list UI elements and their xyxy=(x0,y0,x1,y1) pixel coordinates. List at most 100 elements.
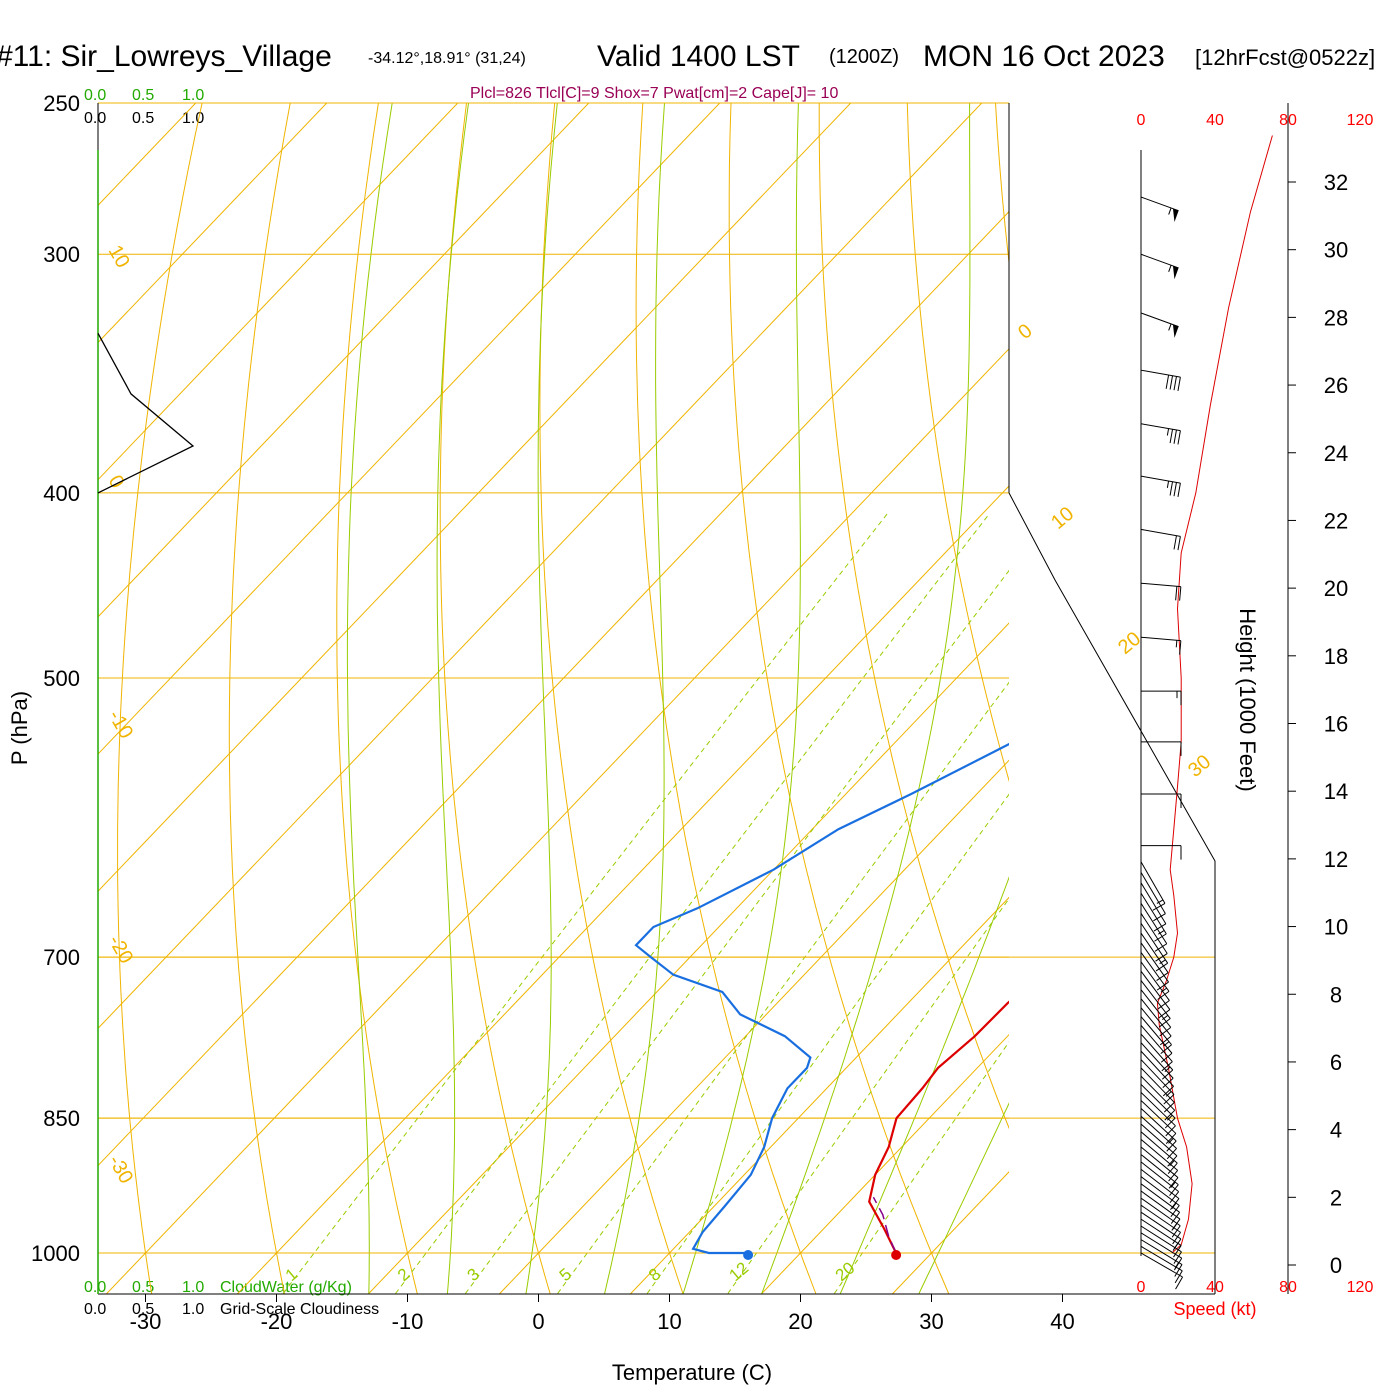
x-axis-label: Temperature (C) xyxy=(612,1360,772,1385)
temp-tick-label: 20 xyxy=(788,1309,812,1334)
grid-clipped xyxy=(98,103,1400,1294)
wind-barb-pennant xyxy=(1172,324,1179,338)
wind-barb-feather xyxy=(1165,374,1170,389)
isotherm-line xyxy=(98,103,328,344)
wind-barb-staff xyxy=(1140,1131,1178,1164)
dry-adiabat xyxy=(818,103,1009,1130)
wind-barb-feather xyxy=(1177,377,1181,392)
wind-barb-feather xyxy=(1170,1212,1181,1224)
wind-barb-feather xyxy=(1173,429,1177,444)
wind-barb-feather xyxy=(1163,1102,1175,1113)
moist-adiabat xyxy=(839,876,1009,1294)
moist-adiabat xyxy=(682,103,801,1294)
date-label: MON 16 Oct 2023 xyxy=(923,40,1165,73)
dry-adiabat xyxy=(906,103,1009,783)
wind-barb-feather xyxy=(1155,962,1168,972)
wind-panel xyxy=(1140,103,1289,1294)
isotherm-line xyxy=(498,759,1009,1294)
wind-barb-feather xyxy=(1177,536,1181,551)
zulu-time: (1200Z) xyxy=(829,46,899,68)
wind-barb-staff xyxy=(1140,1168,1180,1200)
mixing-ratio-label: 20 xyxy=(832,1258,859,1285)
parcel-profile xyxy=(872,1196,897,1254)
isotherm-label: 0 xyxy=(1014,320,1037,344)
temp-tick-label: 0 xyxy=(532,1309,544,1334)
mixing-ratio-line xyxy=(557,681,1009,1294)
height-tick-label: 2 xyxy=(1330,1185,1342,1210)
dry-adiabat xyxy=(336,103,418,1294)
wind-barb-feather xyxy=(1169,1184,1179,1196)
wind-barb-staff xyxy=(1140,1100,1177,1134)
wind-barb-half xyxy=(1159,959,1166,965)
wind-barb-half xyxy=(1168,265,1172,272)
temp-tick-label: 30 xyxy=(919,1309,943,1334)
wind-barb-feather xyxy=(1170,1198,1180,1211)
wind-barb-staff xyxy=(1140,1123,1178,1157)
mixing-ratio-label: 12 xyxy=(726,1258,753,1285)
wind-barb-feather xyxy=(1169,429,1174,444)
wind-barb-staff xyxy=(1140,1025,1173,1063)
wind-barb-half xyxy=(1160,987,1167,993)
wind-barb-feather xyxy=(1177,482,1181,497)
speed-tick-bottom-0: 0 xyxy=(1137,1279,1146,1296)
wind-barb-staff xyxy=(1140,1138,1178,1171)
wind-barb-staff xyxy=(1140,1042,1174,1079)
wind-barb-feather xyxy=(1173,535,1177,550)
header: #11: Sir_Lowreys_Village -34.12°,18.91° … xyxy=(0,40,1375,102)
dry-adiabat xyxy=(1348,103,1400,1294)
wind-barb-staff xyxy=(1140,872,1166,914)
mixing-ratio-line xyxy=(646,793,1009,1294)
isotherm-label: -10 xyxy=(104,707,138,743)
station-coords: -34.12°,18.91° (31,24) xyxy=(368,50,526,67)
isotherm-line xyxy=(98,103,983,1030)
wind-barb-feather xyxy=(1159,1026,1172,1037)
wind-barb-half xyxy=(1170,1181,1176,1188)
dry-adiabat xyxy=(228,103,291,1294)
temp-tick-label: -30 xyxy=(130,1309,162,1334)
cloudwater-label: CloudWater (g/Kg) xyxy=(220,1279,352,1296)
surface-temp-marker xyxy=(891,1250,902,1260)
temp-tick-label: -20 xyxy=(261,1309,293,1334)
cloudiness-profile xyxy=(97,332,195,494)
scale-top-green-0: 0.0 xyxy=(84,87,106,104)
wind-barb-feather xyxy=(1173,1251,1182,1264)
wind-barb-feather xyxy=(1159,1035,1172,1046)
wind-barb-feather xyxy=(1169,375,1174,390)
profiles-clipped xyxy=(634,742,1009,1255)
wind-barb-feather xyxy=(1167,1155,1178,1167)
scale-bottom-green-1: 0.5 xyxy=(132,1279,154,1296)
wind-barb-feather xyxy=(1154,943,1168,952)
wind-barb-staff xyxy=(1140,1033,1174,1071)
isotherm-line xyxy=(98,103,721,755)
cloudiness-label: Grid-Scale Cloudiness xyxy=(220,1301,379,1318)
wind-barb-half xyxy=(1168,1137,1174,1144)
wind-barb-staff xyxy=(1140,1016,1173,1054)
wind-barb-half xyxy=(1161,1014,1169,1021)
wind-barb-staff xyxy=(1140,902,1168,945)
temperature-profile xyxy=(868,1000,1009,1254)
wind-barb-feather xyxy=(1161,1061,1173,1072)
wind-barb-feather xyxy=(1171,1218,1181,1231)
cloud-scale-top: 0.0 0.5 1.0 0.0 0.5 1.0 xyxy=(84,87,204,127)
wind-barb-staff xyxy=(1140,1059,1175,1095)
height-tick-label: 24 xyxy=(1324,441,1348,466)
mixing-ratio-line xyxy=(395,513,990,1294)
isotherm-label: 30 xyxy=(1184,751,1215,782)
wind-barb-feather xyxy=(1154,933,1167,942)
forecast-label: [12hrFcst@0522z] xyxy=(1195,45,1375,70)
wind-barb-staff xyxy=(1140,582,1181,588)
wind-barb-feather xyxy=(1160,1044,1172,1055)
frame-right-outline xyxy=(1008,492,1216,1294)
wind-barb-staff xyxy=(1140,1252,1183,1278)
wind-barb-staff xyxy=(1140,1146,1179,1178)
wind-barb-staff xyxy=(1140,1007,1172,1046)
wind-barb-half xyxy=(1156,899,1164,904)
mixing-ratio-line xyxy=(282,513,888,1294)
scale-bottom-green-0: 0.0 xyxy=(84,1279,106,1296)
wind-barb-feather xyxy=(1157,1000,1170,1010)
moist-adiabat xyxy=(525,103,558,1294)
isotherm-label: -20 xyxy=(104,932,138,968)
scale-bottom-black-2: 1.0 xyxy=(182,1301,204,1318)
